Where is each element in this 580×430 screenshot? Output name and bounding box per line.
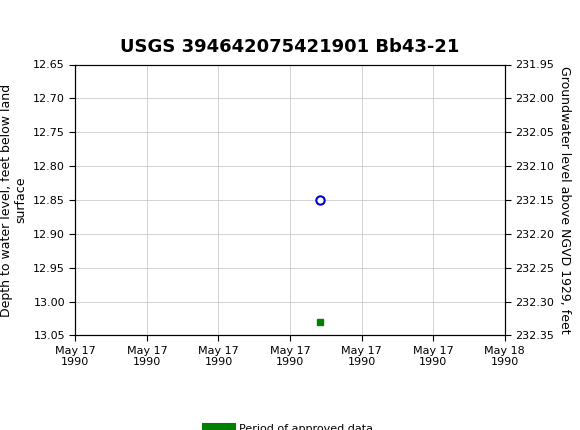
Text: ≡USGS: ≡USGS	[9, 12, 90, 33]
Text: USGS 394642075421901 Bb43-21: USGS 394642075421901 Bb43-21	[120, 38, 460, 56]
Y-axis label: Groundwater level above NGVD 1929, feet: Groundwater level above NGVD 1929, feet	[558, 66, 571, 334]
Y-axis label: Depth to water level, feet below land
surface: Depth to water level, feet below land su…	[0, 83, 28, 316]
Legend: Period of approved data: Period of approved data	[203, 419, 377, 430]
